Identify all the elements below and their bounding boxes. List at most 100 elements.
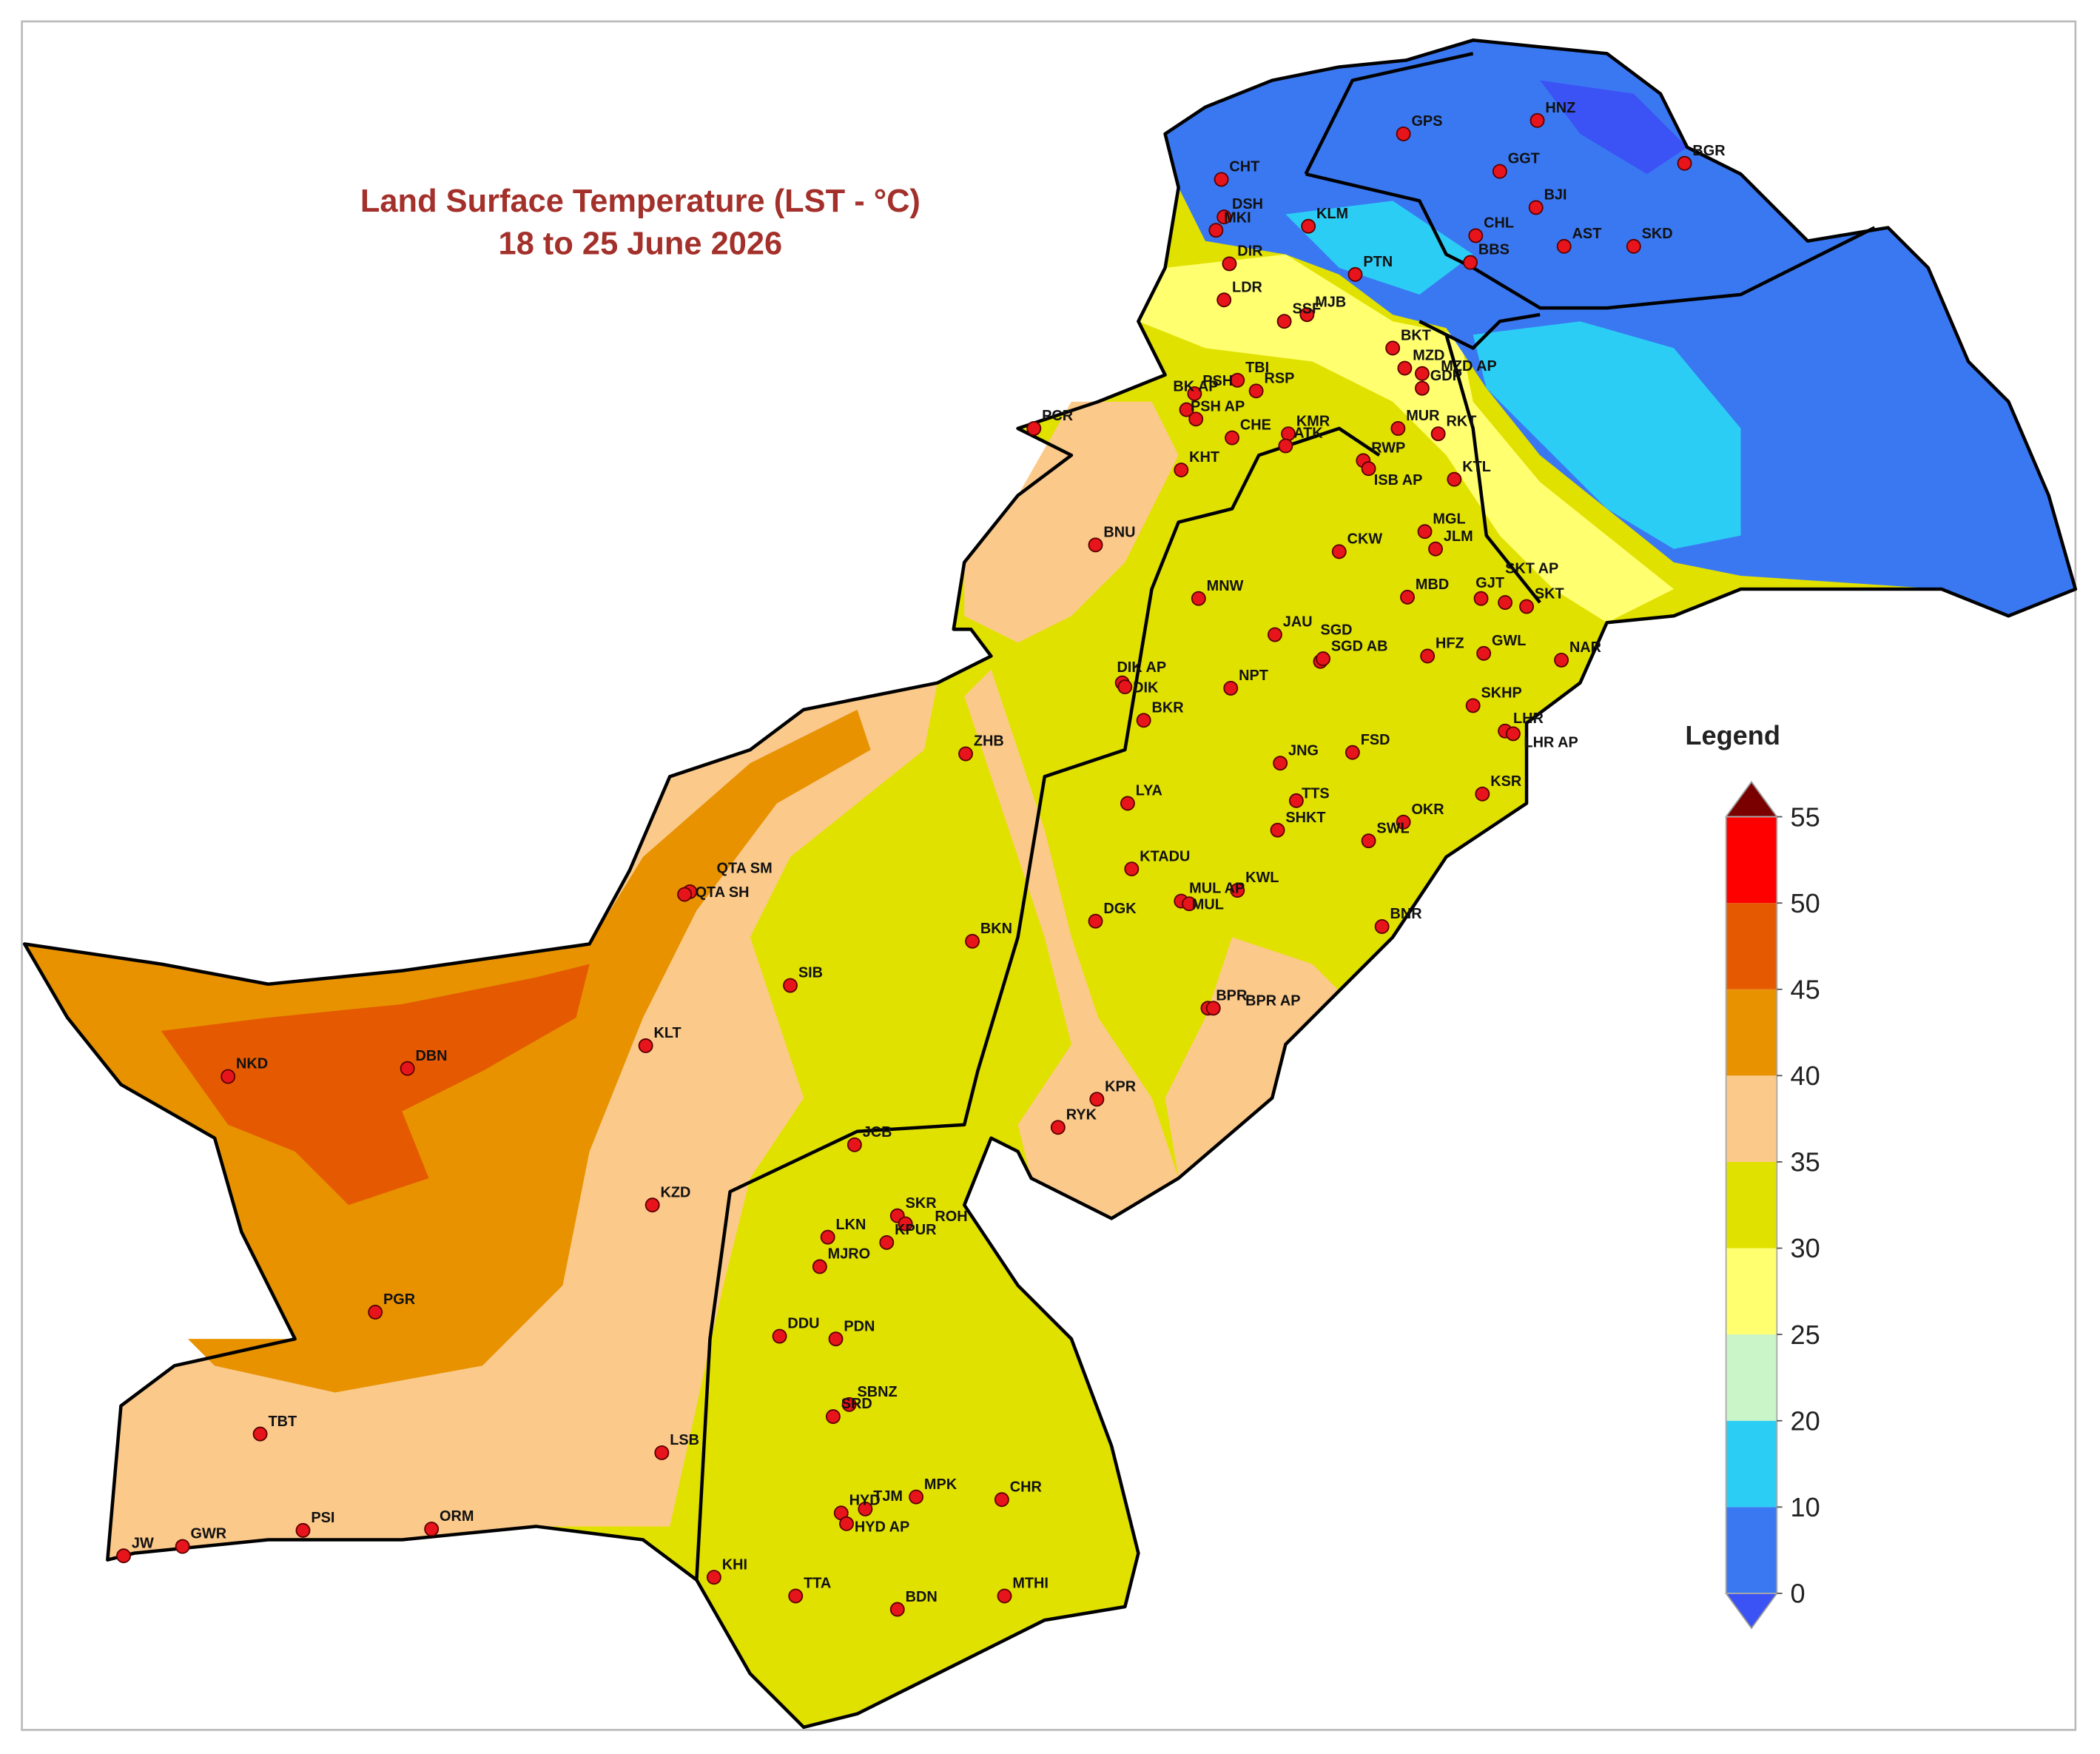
station-label: TBT (268, 1414, 297, 1430)
station-label: MUR (1406, 408, 1439, 424)
station-marker (1331, 544, 1347, 560)
station-label: KLT (653, 1025, 681, 1041)
legend-title: Legend (1685, 720, 1780, 750)
station-label: GWL (1492, 633, 1526, 649)
station-marker (820, 1229, 835, 1245)
station-marker (994, 1492, 1009, 1508)
station-marker (1270, 822, 1285, 838)
station-label: ATK (1293, 426, 1323, 442)
station-marker (1230, 883, 1245, 898)
station-marker (1390, 420, 1406, 436)
station-marker (368, 1305, 383, 1320)
station-label: CHE (1240, 417, 1271, 434)
station-marker (1267, 627, 1282, 642)
legend-tick-label: 0 (1790, 1579, 1805, 1609)
station-label: CHT (1229, 159, 1259, 175)
station-label: ROH (935, 1209, 967, 1225)
cold-zone (1540, 80, 1688, 175)
legend-swatch (1726, 1334, 1777, 1421)
station-label: HFZ (1436, 636, 1464, 652)
station-marker (1528, 200, 1544, 215)
hot-zone (161, 964, 590, 1206)
map-fill (24, 40, 2076, 1727)
station-marker (909, 1489, 924, 1505)
station-label: SWL (1376, 820, 1409, 836)
station-label: ISB AP (1374, 472, 1423, 488)
station-marker (1316, 651, 1331, 667)
station-label: MZD (1413, 348, 1444, 364)
station-marker (1506, 726, 1521, 742)
station-marker (638, 1038, 653, 1053)
station-marker (295, 1522, 311, 1538)
station-marker (1088, 913, 1103, 929)
station-label: RYK (1066, 1106, 1097, 1123)
cold-zone (1165, 40, 2076, 616)
station-label: JNG (1288, 742, 1319, 759)
station-marker (1214, 172, 1229, 187)
station-marker (1026, 420, 1042, 436)
station-marker (1205, 1001, 1221, 1016)
station-label: BKT (1401, 328, 1431, 344)
station-label: NPT (1239, 668, 1268, 684)
station-label: PSI (311, 1510, 334, 1526)
legend-tick-label: 20 (1790, 1405, 1820, 1436)
station-marker (1179, 402, 1194, 417)
station-marker (828, 1331, 844, 1347)
station-marker (1188, 411, 1204, 427)
station-marker (1556, 238, 1572, 254)
station-marker (175, 1539, 190, 1554)
station-label: NKD (236, 1056, 268, 1072)
station-marker (1136, 713, 1151, 728)
station-label: OKR (1411, 802, 1444, 818)
station-label: LKN (836, 1217, 866, 1233)
station-label: PCR (1042, 408, 1073, 424)
station-marker (1230, 372, 1245, 388)
legend-swatch (1726, 816, 1777, 904)
station-marker (1519, 599, 1535, 614)
station-marker (1278, 438, 1293, 454)
map-subtitle: 18 to 25 June 2026 (499, 226, 783, 262)
station-label: SGD (1320, 622, 1352, 639)
legend-tick-label: 40 (1790, 1061, 1820, 1091)
station-label: BGR (1692, 143, 1725, 159)
station-label: JW (132, 1535, 154, 1551)
legend-swatch (1726, 1420, 1777, 1508)
station-label: DDU (787, 1316, 819, 1332)
station-marker (1120, 796, 1135, 811)
station-label: KSR (1490, 773, 1521, 790)
station-label: FSD (1361, 732, 1390, 748)
station-marker (1468, 228, 1484, 243)
station-marker (221, 1069, 236, 1084)
station-label: JAU (1283, 614, 1313, 631)
station-label: LYA (1136, 783, 1162, 799)
station-label: SRD (841, 1396, 872, 1412)
station-label: BPR AP (1245, 993, 1300, 1009)
station-marker (879, 1234, 895, 1250)
station-marker (1430, 426, 1446, 442)
station-label: KPR (1105, 1078, 1136, 1095)
station-marker (1396, 814, 1411, 830)
station-label: DIK (1133, 679, 1159, 696)
station-label: SHKT (1285, 810, 1325, 826)
station-marker (841, 1397, 857, 1412)
station-marker (965, 933, 980, 949)
station-marker (1396, 126, 1411, 141)
station-label: GJT (1475, 575, 1504, 591)
station-marker (677, 887, 693, 902)
station-marker (958, 746, 973, 762)
station-label: LHR AP (1524, 735, 1578, 751)
station-marker (1301, 218, 1316, 234)
station-marker (1345, 745, 1360, 760)
station-label: TTA (804, 1576, 831, 1592)
station-label: KLM (1316, 206, 1348, 222)
station-marker (772, 1328, 787, 1344)
station-marker (1428, 541, 1443, 557)
station-marker (1347, 266, 1363, 282)
station-marker (400, 1061, 415, 1076)
station-marker (1117, 679, 1133, 695)
station-marker (1374, 918, 1390, 934)
legend-tick-label: 45 (1790, 974, 1820, 1004)
station-label: KPUR (895, 1222, 936, 1238)
station-label: LSB (670, 1432, 699, 1448)
station-label: BKR (1151, 699, 1183, 716)
